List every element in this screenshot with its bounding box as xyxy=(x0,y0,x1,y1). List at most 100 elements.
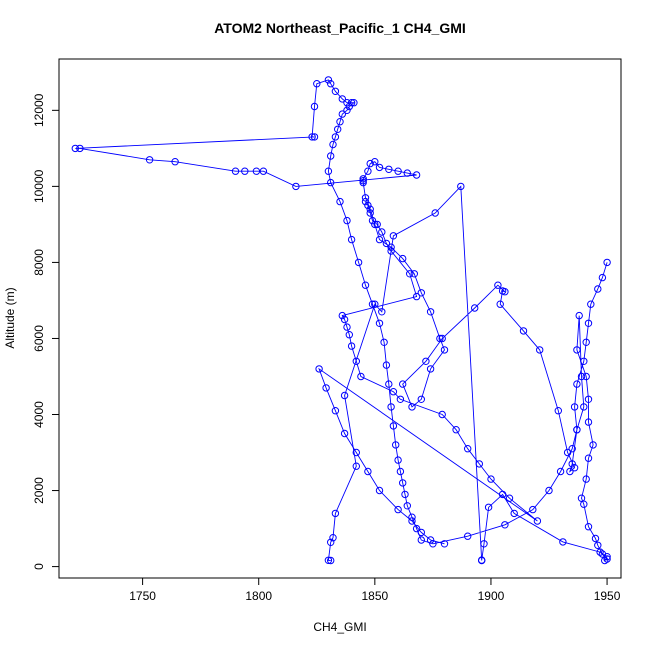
data-point xyxy=(327,178,335,187)
data-point xyxy=(259,167,268,175)
data-point xyxy=(373,220,381,229)
data-point xyxy=(361,194,370,202)
data-point xyxy=(340,315,349,324)
series-polyline-extra xyxy=(318,201,538,545)
data-point xyxy=(573,346,581,354)
data-point xyxy=(364,467,372,476)
data-point xyxy=(329,534,337,542)
data-point xyxy=(422,357,430,365)
data-point xyxy=(563,448,572,457)
data-point xyxy=(594,285,602,293)
data-point xyxy=(452,426,460,434)
data-point xyxy=(601,556,609,565)
data-point xyxy=(327,152,335,160)
data-point xyxy=(410,270,418,278)
data-point xyxy=(556,467,565,476)
data-point xyxy=(329,140,337,149)
data-point xyxy=(324,556,333,564)
data-point xyxy=(343,216,351,225)
y-axis-label: Altitude (m) xyxy=(3,287,17,348)
data-point xyxy=(440,540,449,548)
data-point xyxy=(426,536,435,544)
data-point xyxy=(392,441,400,449)
data-point xyxy=(498,490,507,499)
data-point xyxy=(347,99,356,107)
data-point xyxy=(554,407,562,415)
data-point xyxy=(378,308,386,316)
data-point xyxy=(382,239,391,248)
data-point xyxy=(331,133,340,141)
data-point xyxy=(336,118,344,126)
data-point xyxy=(573,426,581,434)
data-point xyxy=(440,346,449,354)
data-point xyxy=(519,327,528,335)
y-tick-label: 10000 xyxy=(32,169,46,203)
data-point xyxy=(387,403,395,411)
data-point xyxy=(577,494,586,502)
data-point xyxy=(327,556,335,565)
data-point xyxy=(375,319,384,327)
data-point xyxy=(352,448,360,457)
x-tick-label: 1800 xyxy=(245,589,272,603)
data-point xyxy=(359,178,367,187)
data-point xyxy=(368,216,377,225)
data-point xyxy=(412,171,421,179)
data-point xyxy=(343,323,351,331)
data-point xyxy=(359,177,367,185)
data-point xyxy=(603,258,611,267)
x-tick-label: 1850 xyxy=(361,589,388,603)
data-point xyxy=(241,167,249,175)
data-point xyxy=(145,156,154,164)
data-point xyxy=(580,357,588,365)
data-point xyxy=(417,528,425,537)
data-point xyxy=(396,395,405,403)
data-point xyxy=(366,205,374,213)
data-point xyxy=(412,292,421,301)
data-point xyxy=(350,99,358,107)
data-point xyxy=(352,462,360,470)
data-point xyxy=(403,169,411,177)
data-point xyxy=(385,380,393,388)
data-point xyxy=(378,228,386,236)
data-point xyxy=(484,503,493,511)
plot-frame xyxy=(58,58,622,579)
data-point xyxy=(364,167,372,175)
data-point xyxy=(510,509,518,518)
data-point xyxy=(375,235,384,244)
y-tick-label: 8000 xyxy=(32,249,46,276)
data-point xyxy=(438,334,446,343)
data-point xyxy=(598,550,607,558)
x-tick-label: 1950 xyxy=(594,589,621,603)
data-point xyxy=(394,167,402,175)
y-tick-label: 2000 xyxy=(32,477,46,504)
data-point xyxy=(366,159,374,168)
data-point xyxy=(371,158,379,166)
data-point xyxy=(501,521,509,529)
data-point xyxy=(394,505,402,514)
data-point xyxy=(431,209,439,217)
data-point xyxy=(343,99,351,107)
data-point xyxy=(313,80,321,88)
data-point xyxy=(429,540,437,548)
data-point xyxy=(570,464,579,472)
data-point xyxy=(584,395,593,403)
data-point xyxy=(338,311,346,320)
series-points xyxy=(71,76,611,565)
data-point xyxy=(331,87,340,96)
data-point xyxy=(345,331,353,339)
data-point xyxy=(334,125,342,134)
y-tick-label: 6000 xyxy=(32,325,46,352)
data-point xyxy=(406,270,414,278)
data-point xyxy=(368,300,377,308)
data-point xyxy=(354,258,363,267)
data-point xyxy=(364,201,372,210)
data-point xyxy=(403,502,411,510)
data-point xyxy=(389,388,398,396)
data-point xyxy=(359,175,367,183)
data-point xyxy=(396,467,405,476)
data-point xyxy=(315,365,323,373)
data-point xyxy=(584,523,593,531)
data-point xyxy=(310,102,319,111)
data-point xyxy=(408,403,416,411)
